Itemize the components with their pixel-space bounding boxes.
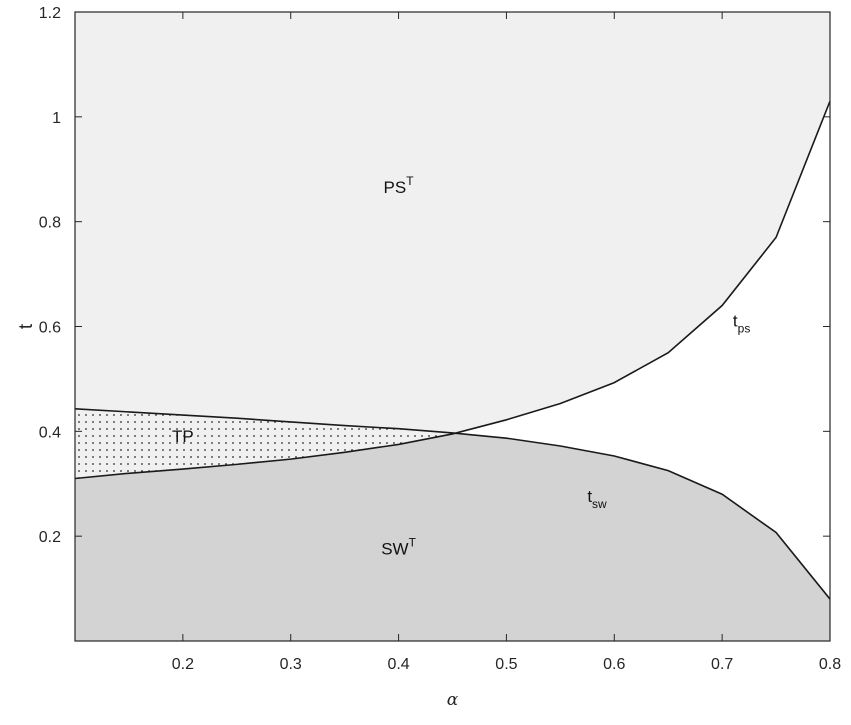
region-ps-fill (75, 12, 830, 434)
curve-label-tsw: tsw (587, 487, 607, 511)
region-label-sw: SWT (381, 536, 416, 559)
y-tick-label: 1.2 (39, 5, 61, 22)
x-tick-label: 0.4 (387, 656, 409, 673)
axis-ticks: 0.2 0.3 0.4 0.5 0.6 0.7 0.8 0.2 0.4 0.6 0.8 1 1.2 (39, 5, 841, 673)
series-line-t-ps (75, 100, 830, 480)
x-tick-label: 0.7 (711, 656, 733, 673)
curve-layer (75, 100, 830, 600)
series-line-t-sw (75, 407, 830, 600)
y-tick-label: 0.8 (39, 215, 61, 232)
region-sw-fill (75, 433, 830, 641)
y-tick-label: 1 (52, 110, 61, 127)
x-tick-label: 0.6 (603, 656, 625, 673)
region-layer (75, 12, 830, 641)
y-tick-label: 0.4 (39, 424, 61, 441)
region-label-ps: PST (384, 174, 415, 197)
y-axis-label: t (16, 323, 37, 329)
x-axis-label: α (447, 690, 459, 710)
x-tick-label: 0.2 (172, 656, 194, 673)
curve-label-tps: tps (733, 312, 750, 336)
y-tick-label: 0.6 (39, 320, 61, 337)
chart-labels: t α PST TP SWT tps tsw (16, 174, 750, 710)
x-tick-label: 0.3 (280, 656, 302, 673)
x-tick-label: 0.8 (819, 656, 841, 673)
x-tick-label: 0.5 (495, 656, 517, 673)
y-tick-label: 0.2 (39, 529, 61, 546)
region-label-tp: TP (172, 427, 194, 446)
region-tp-fill (75, 408, 456, 479)
